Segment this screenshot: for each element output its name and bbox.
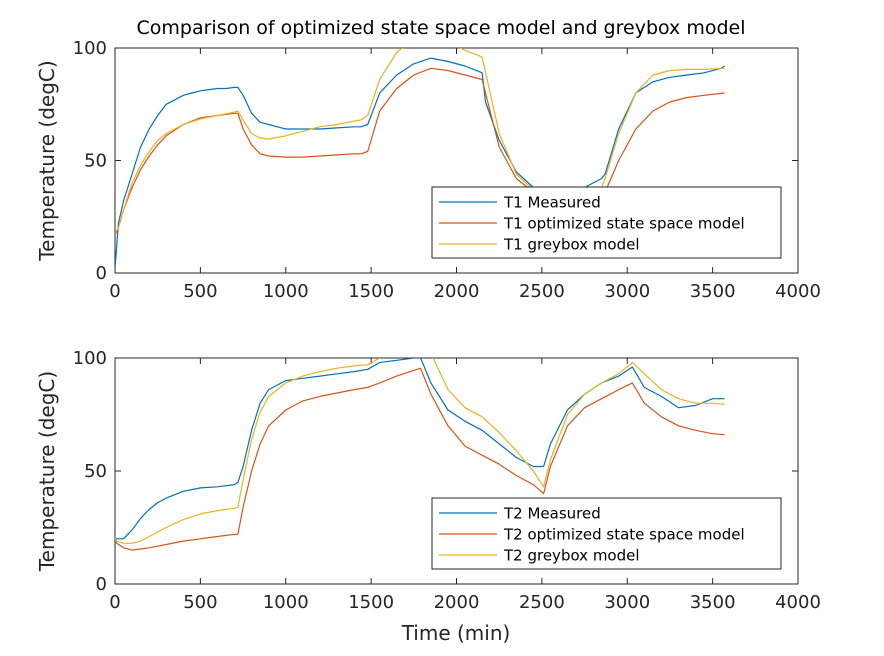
x-axis-label-bottom: Time (min) [401, 621, 511, 645]
legend-label-top-2: T1 greybox model [503, 236, 640, 254]
x-tick-label-top: 2000 [434, 281, 480, 302]
series-line-bottom-2 [115, 358, 725, 544]
y-tick-label-top: 0 [96, 263, 107, 284]
y-tick-label-top: 100 [73, 38, 107, 59]
legend-top: T1 Measured T1 optimized state space mod… [431, 186, 782, 259]
chart-title: Comparison of optimized state space mode… [137, 17, 746, 39]
series-line-top-0 [115, 57, 725, 269]
x-tick-label-top: 4000 [775, 281, 821, 302]
x-tick-label-bottom: 0 [109, 592, 120, 613]
chart-top: Comparison of optimized state space mode… [35, 17, 821, 302]
y-axis-label-bottom: Temperature (degC) [35, 371, 59, 572]
legend-label-bottom-1: T2 optimized state space model [503, 526, 745, 544]
x-tick-label-top: 1500 [348, 281, 394, 302]
y-tick-label-bottom: 100 [73, 348, 107, 369]
legend-label-bottom-0: T2 Measured [503, 505, 601, 523]
legend-label-top-0: T1 Measured [503, 194, 601, 212]
y-tick-label-top: 50 [84, 151, 107, 172]
x-tick-label-top: 3000 [604, 281, 650, 302]
x-tick-label-top: 500 [183, 281, 217, 302]
legend-bottom: T2 Measured T2 optimized state space mod… [431, 497, 782, 570]
x-tick-label-top: 2500 [519, 281, 565, 302]
ticks-bottom: 0 500 1000 1500 2000 2500 3000 3500 4000 0 50 100 [73, 348, 821, 613]
x-tick-label-top: 3500 [690, 281, 736, 302]
series-line-bottom-1 [115, 367, 725, 551]
ticks-top: 0 500 1000 1500 2000 2500 3000 3500 4000 0 50 100 [73, 38, 821, 302]
x-tick-label-bottom: 2500 [519, 592, 565, 613]
x-tick-label-bottom: 3500 [690, 592, 736, 613]
x-tick-label-bottom: 4000 [775, 592, 821, 613]
y-tick-label-bottom: 0 [96, 574, 107, 595]
x-tick-label-bottom: 3000 [604, 592, 650, 613]
series-lines-bottom [115, 358, 725, 551]
series-line-bottom-0 [115, 358, 725, 542]
chart-bottom: 0 500 1000 1500 2000 2500 3000 3500 4000 0 50 100 T… [35, 348, 821, 645]
y-axis-label-top: Temperature (degC) [35, 60, 59, 261]
x-tick-label-top: 1000 [263, 281, 309, 302]
legend-label-bottom-2: T2 greybox model [503, 547, 640, 565]
x-tick-label-top: 0 [109, 281, 120, 302]
x-tick-label-bottom: 1000 [263, 592, 309, 613]
x-tick-label-bottom: 2000 [434, 592, 480, 613]
series-line-top-2 [115, 48, 725, 233]
x-tick-label-bottom: 1500 [348, 592, 394, 613]
y-tick-label-bottom: 50 [84, 461, 107, 482]
legend-label-top-1: T1 optimized state space model [503, 215, 745, 233]
x-tick-label-bottom: 500 [183, 592, 217, 613]
